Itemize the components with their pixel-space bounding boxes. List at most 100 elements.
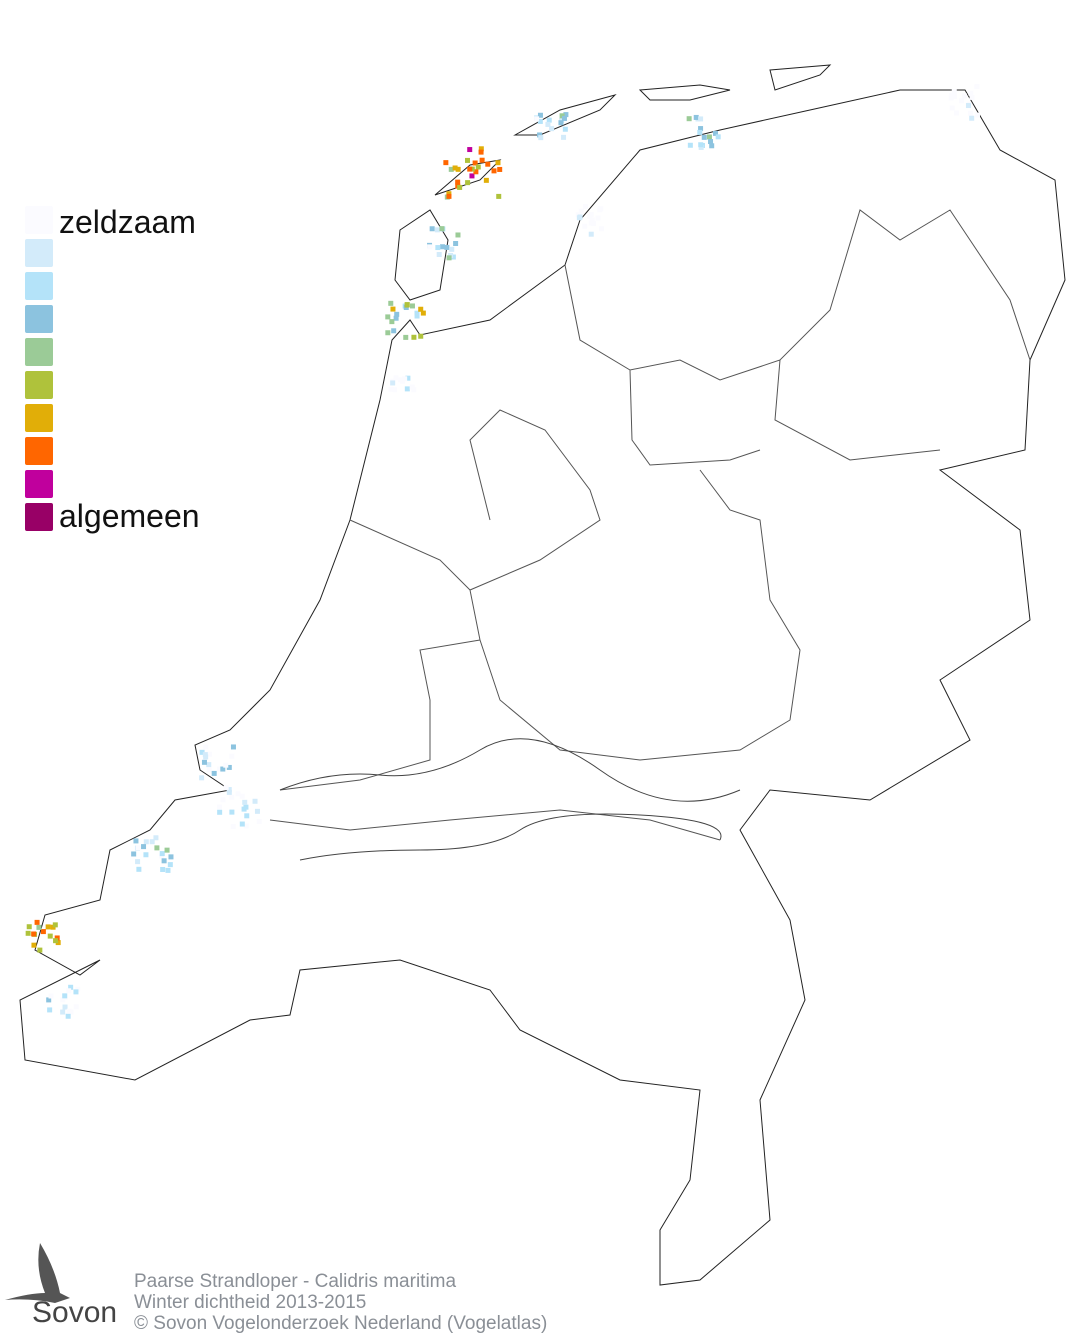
density-cell	[697, 129, 703, 135]
density-cell	[589, 217, 595, 223]
density-cell	[954, 110, 960, 116]
density-cell	[141, 844, 147, 850]
density-cell	[391, 328, 397, 334]
density-cell	[385, 314, 391, 320]
density-cell	[388, 386, 394, 392]
density-cell	[455, 179, 461, 185]
island-vlieland	[434, 159, 502, 196]
density-cell	[974, 112, 980, 118]
density-cell	[143, 839, 149, 845]
density-cell	[149, 839, 155, 845]
density-cell	[254, 808, 260, 814]
density-cell	[36, 924, 42, 930]
density-cell	[434, 227, 440, 233]
density-cell	[475, 164, 481, 170]
legend-swatch	[25, 404, 53, 432]
density-cell	[243, 823, 249, 829]
density-cell	[34, 919, 40, 925]
density-cell	[239, 793, 245, 799]
density-cell	[230, 824, 236, 830]
density-cell	[588, 231, 594, 237]
density-cell	[203, 754, 209, 760]
density-cell	[165, 867, 171, 873]
logo-text: Sovon	[32, 1296, 118, 1329]
density-cell	[473, 169, 479, 175]
density-cell	[709, 143, 715, 149]
density-cell	[217, 809, 223, 815]
density-cell	[60, 1009, 66, 1015]
density-cell	[226, 787, 232, 793]
density-cell	[429, 226, 435, 232]
density-cell	[47, 933, 53, 939]
province-borders	[269, 209, 1031, 841]
density-cell	[951, 89, 957, 95]
density-cell	[223, 762, 229, 768]
density-cell	[483, 177, 489, 183]
density-cell	[538, 135, 544, 141]
density-cell	[588, 212, 594, 218]
density-cell	[48, 993, 54, 999]
density-cell	[467, 147, 473, 153]
island-terschelling	[513, 94, 617, 136]
density-cell	[404, 302, 410, 308]
island-ameland	[638, 84, 731, 101]
legend-swatch	[25, 272, 53, 300]
density-cell	[479, 157, 485, 163]
density-cell	[545, 121, 551, 127]
density-cell	[199, 775, 205, 781]
density-cell	[206, 751, 212, 757]
density-cell	[455, 232, 461, 238]
copyright: © Sovon Vogelonderzoek Nederland (Vogela…	[134, 1313, 548, 1334]
density-cell	[455, 166, 461, 172]
density-cell	[949, 92, 955, 98]
density-cell	[409, 303, 415, 309]
density-cell	[37, 947, 43, 953]
density-cell	[949, 105, 955, 111]
density-cell	[440, 244, 446, 250]
legend-bottom-label: algemeen	[59, 498, 200, 534]
density-cell	[561, 134, 567, 140]
density-cell	[534, 116, 540, 122]
density-cell	[164, 847, 170, 853]
density-cell	[220, 766, 226, 772]
density-cell	[969, 94, 975, 100]
density-cell	[448, 166, 454, 172]
density-cell	[712, 130, 718, 136]
density-cell	[948, 95, 954, 101]
density-cell	[211, 770, 217, 776]
density-cell	[472, 160, 478, 166]
density-cell	[55, 940, 61, 946]
density-cell	[951, 93, 957, 99]
legend-swatch	[25, 206, 53, 234]
density-cell	[229, 794, 235, 800]
mainland-outline	[19, 89, 1066, 1286]
density-cell	[562, 126, 568, 132]
density-cell	[582, 223, 588, 229]
density-cell	[693, 114, 699, 120]
density-cell	[686, 116, 692, 122]
density-cell	[73, 1004, 79, 1010]
density-cell	[435, 245, 441, 251]
density-cell	[469, 166, 475, 172]
density-cell	[252, 798, 258, 804]
map-caption: Paarse Strandloper - Calidris maritima W…	[134, 1271, 547, 1334]
density-cell	[706, 134, 712, 140]
density-cell	[244, 813, 250, 819]
density-cell	[220, 797, 226, 803]
density-cell	[558, 120, 564, 126]
density-cell	[230, 744, 236, 750]
legend-swatch	[25, 338, 53, 366]
density-cell	[131, 851, 137, 857]
density-cell	[465, 180, 471, 186]
density-cell	[453, 240, 459, 246]
density-cell	[26, 924, 32, 930]
density-cell	[403, 334, 409, 340]
density-cell	[491, 168, 497, 174]
density-cell	[397, 377, 403, 383]
density-cell	[47, 1007, 53, 1013]
density-cell	[974, 84, 980, 90]
density-cell	[206, 762, 212, 768]
density-cell	[199, 749, 205, 755]
density-cell	[446, 191, 452, 197]
